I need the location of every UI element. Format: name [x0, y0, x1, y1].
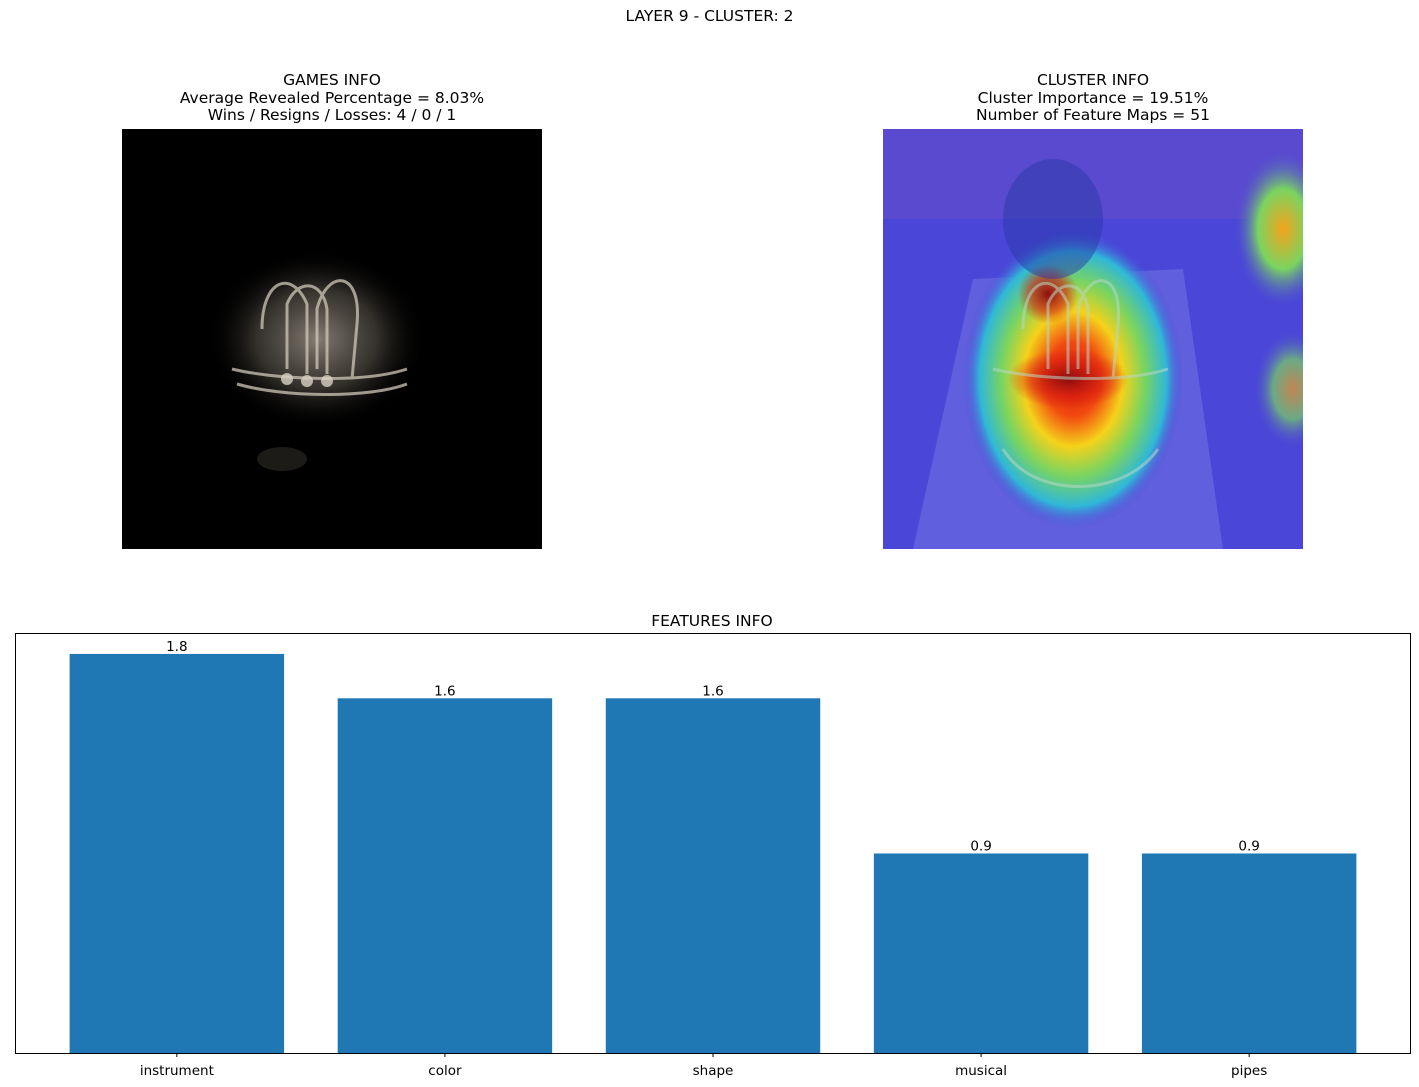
bar-shape: [605, 698, 821, 1053]
cluster-info-title-block: CLUSTER INFO Cluster Importance = 19.51%…: [883, 71, 1303, 125]
bar-value-label-pipes: 0.9: [1238, 838, 1259, 854]
x-tick-label-musical: musical: [955, 1063, 1007, 1079]
features-bar-chart: FEATURES INFO 1.8 1.6 1.6 0.9 0.9 instrument…: [15, 612, 1411, 1079]
bar-pipes: [1141, 853, 1357, 1053]
x-tick-label-pipes: pipes: [1231, 1063, 1267, 1079]
revealed-image: [122, 129, 542, 549]
bar-value-label-musical: 0.9: [970, 838, 991, 854]
x-tick-label-instrument: instrument: [140, 1063, 214, 1079]
average-revealed-percentage: Average Revealed Percentage = 8.03%: [179, 88, 485, 107]
cluster-info-title: CLUSTER INFO: [1036, 71, 1150, 89]
bar-value-label-instrument: 1.8: [166, 639, 187, 655]
bar-value-label-color: 1.6: [434, 683, 455, 699]
x-tick-label-shape: shape: [693, 1063, 734, 1079]
games-info-title-block: GAMES INFO Average Revealed Percentage =…: [122, 71, 542, 125]
heatmap-image: [883, 129, 1303, 549]
cluster-importance: Cluster Importance = 19.51%: [977, 88, 1209, 107]
wins-resigns-losses: Wins / Resigns / Losses: 4 / 0 / 1: [207, 106, 457, 124]
x-tick-label-color: color: [428, 1063, 462, 1079]
bar-color: [337, 698, 553, 1053]
bar-musical: [873, 853, 1089, 1053]
number-of-feature-maps: Number of Feature Maps = 51: [976, 106, 1210, 124]
figure-title: LAYER 9 - CLUSTER: 2: [625, 7, 794, 25]
bar-instrument: [69, 653, 285, 1053]
bar-value-label-shape: 1.6: [702, 683, 723, 699]
games-info-title: GAMES INFO: [283, 71, 381, 89]
chart-title: FEATURES INFO: [651, 612, 773, 630]
